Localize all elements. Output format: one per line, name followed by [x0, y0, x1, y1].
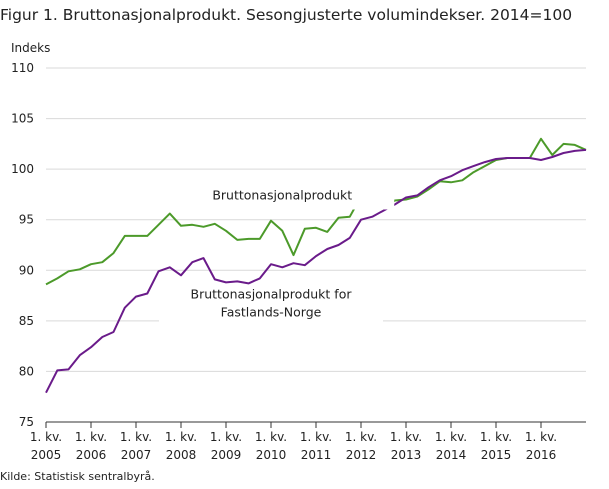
y-axis-ticks: 75 80 85 90 95 100 105 110 — [11, 61, 34, 429]
x-tick-label-quarter: 1. kv. — [165, 430, 197, 444]
series-annotations: Bruttonasjonalprodukt Bruttonasjonalprodu… — [159, 185, 395, 327]
x-axis-ticks: 1. kv. 2005 1. kv. 2006 1. kv. 2007 1. kv. 2008… — [30, 422, 557, 462]
x-tick-label-year: 2013 — [391, 448, 422, 462]
source-note: Kilde: Statistisk sentralbyrå. — [0, 470, 155, 483]
y-tick-label: 110 — [11, 61, 34, 75]
annotation-background — [159, 284, 383, 327]
y-tick-label: 100 — [11, 162, 34, 176]
x-tick-label-quarter: 1. kv. — [120, 430, 152, 444]
series-annotation-label: Bruttonasjonalprodukt for — [191, 287, 353, 302]
x-tick-label-year: 2016 — [526, 448, 557, 462]
annotation-background — [170, 185, 395, 210]
x-tick-label-year: 2011 — [301, 448, 332, 462]
x-tick-label-year: 2009 — [211, 448, 242, 462]
x-tick-label-year: 2008 — [166, 448, 197, 462]
x-tick-label-year: 2005 — [31, 448, 62, 462]
x-tick-label-year: 2007 — [121, 448, 152, 462]
chart-title: Figur 1. Bruttonasjonalprodukt. Sesongju… — [0, 6, 573, 24]
series-annotation-label: Fastlands-Norge — [221, 305, 322, 320]
x-tick-label-year: 2015 — [481, 448, 512, 462]
y-tick-label: 80 — [19, 364, 34, 378]
series-line-fastlands-norge — [45, 148, 587, 394]
x-tick-label-year: 2010 — [256, 448, 287, 462]
y-tick-label: 90 — [19, 263, 34, 277]
y-tick-label: 85 — [19, 314, 34, 328]
x-tick-label-year: 2012 — [346, 448, 377, 462]
x-tick-label-quarter: 1. kv. — [300, 430, 332, 444]
y-tick-label: 75 — [19, 415, 34, 429]
x-tick-label-quarter: 1. kv. — [75, 430, 107, 444]
x-tick-label-quarter: 1. kv. — [480, 430, 512, 444]
x-tick-label-quarter: 1. kv. — [255, 430, 287, 444]
x-tick-label-quarter: 1. kv. — [435, 430, 467, 444]
x-tick-label-quarter: 1. kv. — [525, 430, 557, 444]
x-tick-label-quarter: 1. kv. — [345, 430, 377, 444]
series-annotation-label: Bruttonasjonalprodukt — [212, 187, 352, 202]
y-tick-label: 105 — [11, 112, 34, 126]
series-line-bnp — [45, 137, 587, 286]
series-lines — [45, 137, 587, 394]
x-tick-label-quarter: 1. kv. — [30, 430, 62, 444]
x-tick-label-quarter: 1. kv. — [390, 430, 422, 444]
y-axis-label: Indeks — [11, 41, 50, 55]
y-tick-label: 95 — [19, 213, 34, 227]
x-tick-label-year: 2014 — [436, 448, 467, 462]
x-tick-label-year: 2006 — [76, 448, 107, 462]
x-tick-label-quarter: 1. kv. — [210, 430, 242, 444]
